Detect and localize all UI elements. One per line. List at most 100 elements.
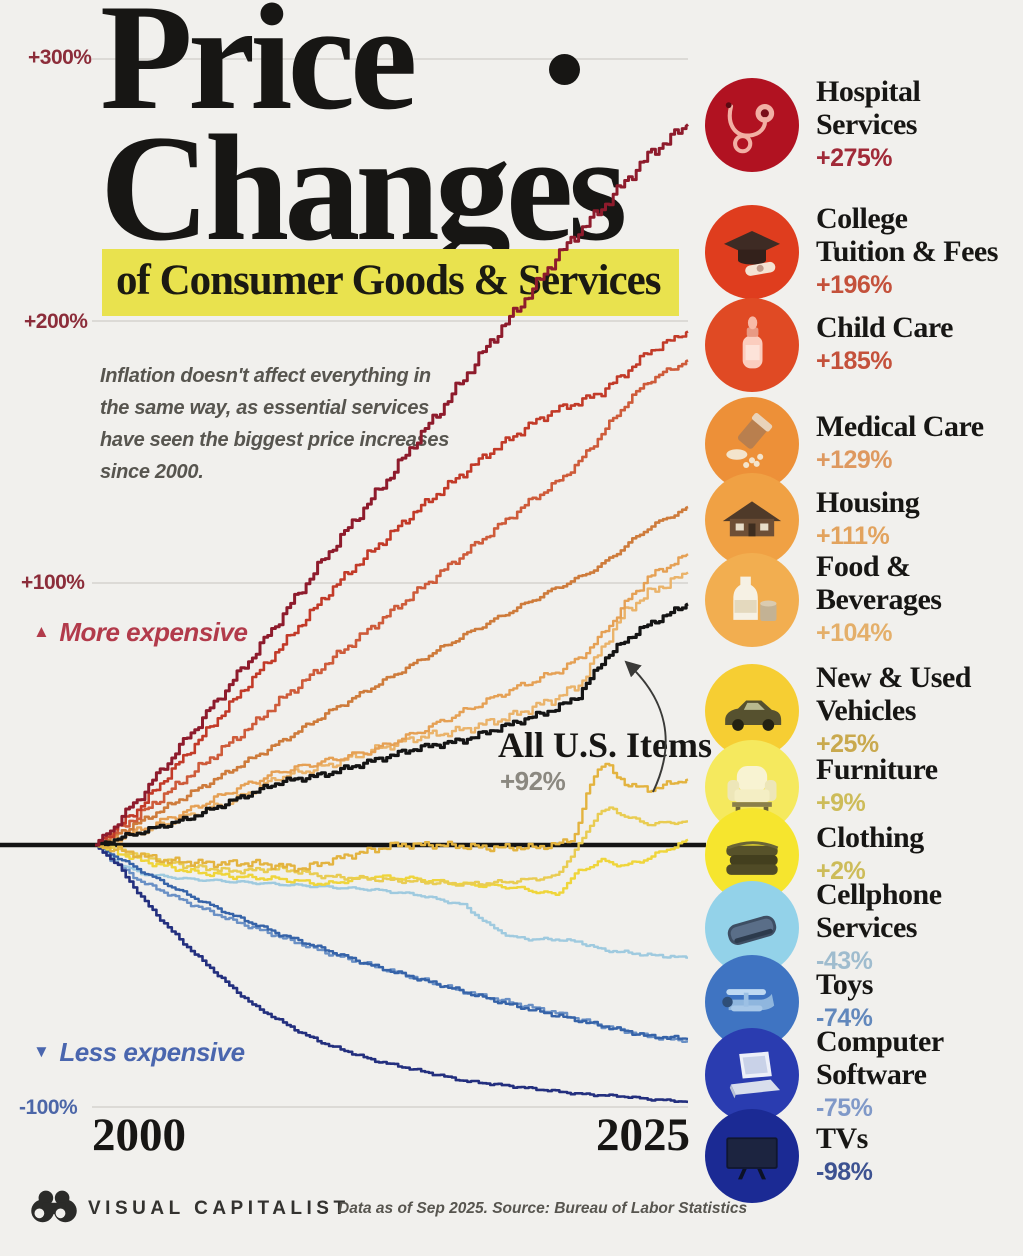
legend-label-medical-care: Medical Care	[816, 410, 984, 443]
legend-value-computer-software: -75%	[816, 1093, 873, 1122]
x-tick-2025: 2025	[596, 1109, 690, 1161]
legend-text-cellphone-services: Cellphone Services -43%	[816, 878, 942, 975]
legend-value-new-used-vehicles: +25%	[816, 729, 879, 758]
house-icon	[722, 501, 782, 537]
y-tick-300: +300%	[28, 46, 92, 69]
series-line-hospital-services	[95, 123, 689, 847]
brand-name: VISUAL CAPITALIST	[88, 1198, 350, 1219]
description-text: Inflation doesn't affect everything in t…	[100, 365, 450, 483]
legend-label-hospital-services: Hospital	[816, 74, 921, 108]
legend-label-clothing: Clothing	[816, 821, 924, 854]
legend-text-tvs: TVs -98%	[816, 1122, 873, 1186]
legend-circle-tvs	[705, 1109, 799, 1203]
legend-text-housing: Housing +111%	[816, 486, 920, 550]
legend-circle-food-beverages	[705, 553, 799, 647]
page-subtitle: of Consumer Goods & Services	[116, 257, 662, 304]
legend-value-furniture: +9%	[816, 789, 866, 817]
legend-circle-computer-software	[705, 1028, 799, 1122]
series-line-furniture	[95, 806, 688, 887]
legend-label-new-used-vehicles: Vehicles	[816, 693, 916, 727]
series-line-cellphone-services	[95, 843, 689, 959]
legend-label-food-beverages: Food &	[816, 549, 911, 583]
more-expensive-label: ▲ More expensive	[33, 617, 248, 647]
legend-text-hospital-services: Hospital Services +275%	[816, 74, 921, 172]
series-line-medical-care	[95, 505, 689, 847]
legend-circle-college-tuition-fees	[705, 205, 799, 299]
toy-plane-icon	[722, 989, 775, 1012]
legend-value-food-beverages: +104%	[816, 618, 893, 647]
series-line-food-beverages	[95, 571, 689, 847]
subtitle-highlight: of Consumer Goods & Services	[102, 249, 679, 316]
series-line-child-care	[95, 359, 689, 847]
series-line-clothing	[95, 838, 689, 896]
legend-label-tvs: TVs	[816, 1122, 868, 1155]
legend-text-child-care: Child Care +185%	[816, 311, 953, 375]
legend-label-child-care: Child Care	[816, 311, 953, 344]
series-line-new-used-vehicles	[95, 762, 689, 873]
legend-text-toys: Toys -74%	[816, 968, 873, 1032]
legend-label-college-tuition-fees: College	[816, 201, 908, 235]
legend-value-child-care: +185%	[816, 347, 893, 375]
legend-value-housing: +111%	[816, 522, 890, 550]
legend-value-college-tuition-fees: +196%	[816, 270, 893, 299]
y-tick-neg100: -100%	[19, 1096, 78, 1119]
series-line-all-u-s-items	[95, 602, 689, 847]
visual-capitalist-logo-icon	[31, 1190, 77, 1223]
legend-label-cellphone-services: Services	[816, 910, 917, 944]
triangle-up-icon: ▲	[33, 622, 50, 641]
legend-label-computer-software: Computer	[816, 1024, 944, 1058]
footer: VISUAL CAPITALIST Data as of Sep 2025. S…	[0, 1180, 1023, 1256]
food-beverages-icon	[733, 576, 777, 621]
legend-value-cellphone-services: -43%	[816, 946, 873, 975]
legend: Hospital Services +275% College Tuition & Fe…	[703, 0, 1023, 1256]
legend-label-new-used-vehicles: New & Used	[816, 660, 971, 694]
legend-text-furniture: Furniture +9%	[816, 753, 938, 817]
legend-text-college-tuition-fees: College Tuition & Fees +196%	[816, 202, 998, 299]
legend-text-clothing: Clothing +2%	[816, 821, 924, 885]
legend-text-computer-software: Computer Software -75%	[816, 1025, 944, 1122]
series-line-college-tuition-fees	[95, 330, 689, 847]
y-tick-200: +200%	[24, 310, 88, 333]
page-title: Price Changes	[100, 0, 627, 272]
legend-label-computer-software: Software	[816, 1057, 927, 1091]
pill-bottle-icon	[726, 412, 773, 469]
graduation-cap-icon	[724, 231, 780, 276]
legend-circle-clothing	[705, 808, 799, 902]
legend-label-housing: Housing	[816, 486, 920, 519]
y-tick-100: +100%	[21, 571, 85, 594]
legend-value-toys: -74%	[816, 1004, 873, 1032]
legend-label-food-beverages: Beverages	[816, 582, 942, 616]
series-line-tvs	[95, 843, 689, 1104]
legend-label-cellphone-services: Cellphone	[816, 877, 942, 911]
legend-value-clothing: +2%	[816, 857, 866, 885]
legend-value-hospital-services: +275%	[816, 143, 893, 172]
x-tick-2000: 2000	[92, 1109, 186, 1161]
armchair-icon	[727, 766, 777, 813]
less-expensive-label: ▼ Less expensive	[33, 1037, 245, 1067]
annotation-arrow-path	[624, 660, 667, 793]
legend-value-medical-care: +129%	[816, 446, 893, 474]
legend-circle-child-care	[705, 298, 799, 392]
all-us-items-label: All U.S. Items	[498, 725, 712, 765]
legend-text-medical-care: Medical Care +129%	[816, 410, 984, 474]
legend-circle-hospital-services	[705, 78, 799, 172]
legend-text-new-used-vehicles: New & Used Vehicles +25%	[816, 661, 971, 758]
legend-value-tvs: -98%	[816, 1158, 873, 1186]
legend-text-food-beverages: Food & Beverages +104%	[816, 549, 942, 647]
stethoscope-icon	[725, 102, 775, 154]
title-decorative-dot	[549, 54, 580, 85]
series-line-toys	[95, 843, 689, 1041]
legend-circle-housing	[705, 473, 799, 567]
title-line1: Price	[100, 0, 417, 141]
series-line-housing	[95, 553, 689, 847]
legend-label-hospital-services: Services	[816, 107, 917, 141]
all-us-items-value: +92%	[500, 766, 566, 796]
source-note: Data as of Sep 2025. Source: Bureau of L…	[338, 1200, 748, 1217]
car-icon	[725, 700, 782, 731]
smartphone-icon	[727, 915, 777, 945]
folded-clothes-icon	[726, 841, 779, 875]
title-line2: Changes	[100, 103, 627, 272]
legend-label-college-tuition-fees: Tuition & Fees	[816, 234, 998, 268]
laptop-icon	[729, 1051, 780, 1099]
series-line-computer-software	[95, 843, 689, 1043]
